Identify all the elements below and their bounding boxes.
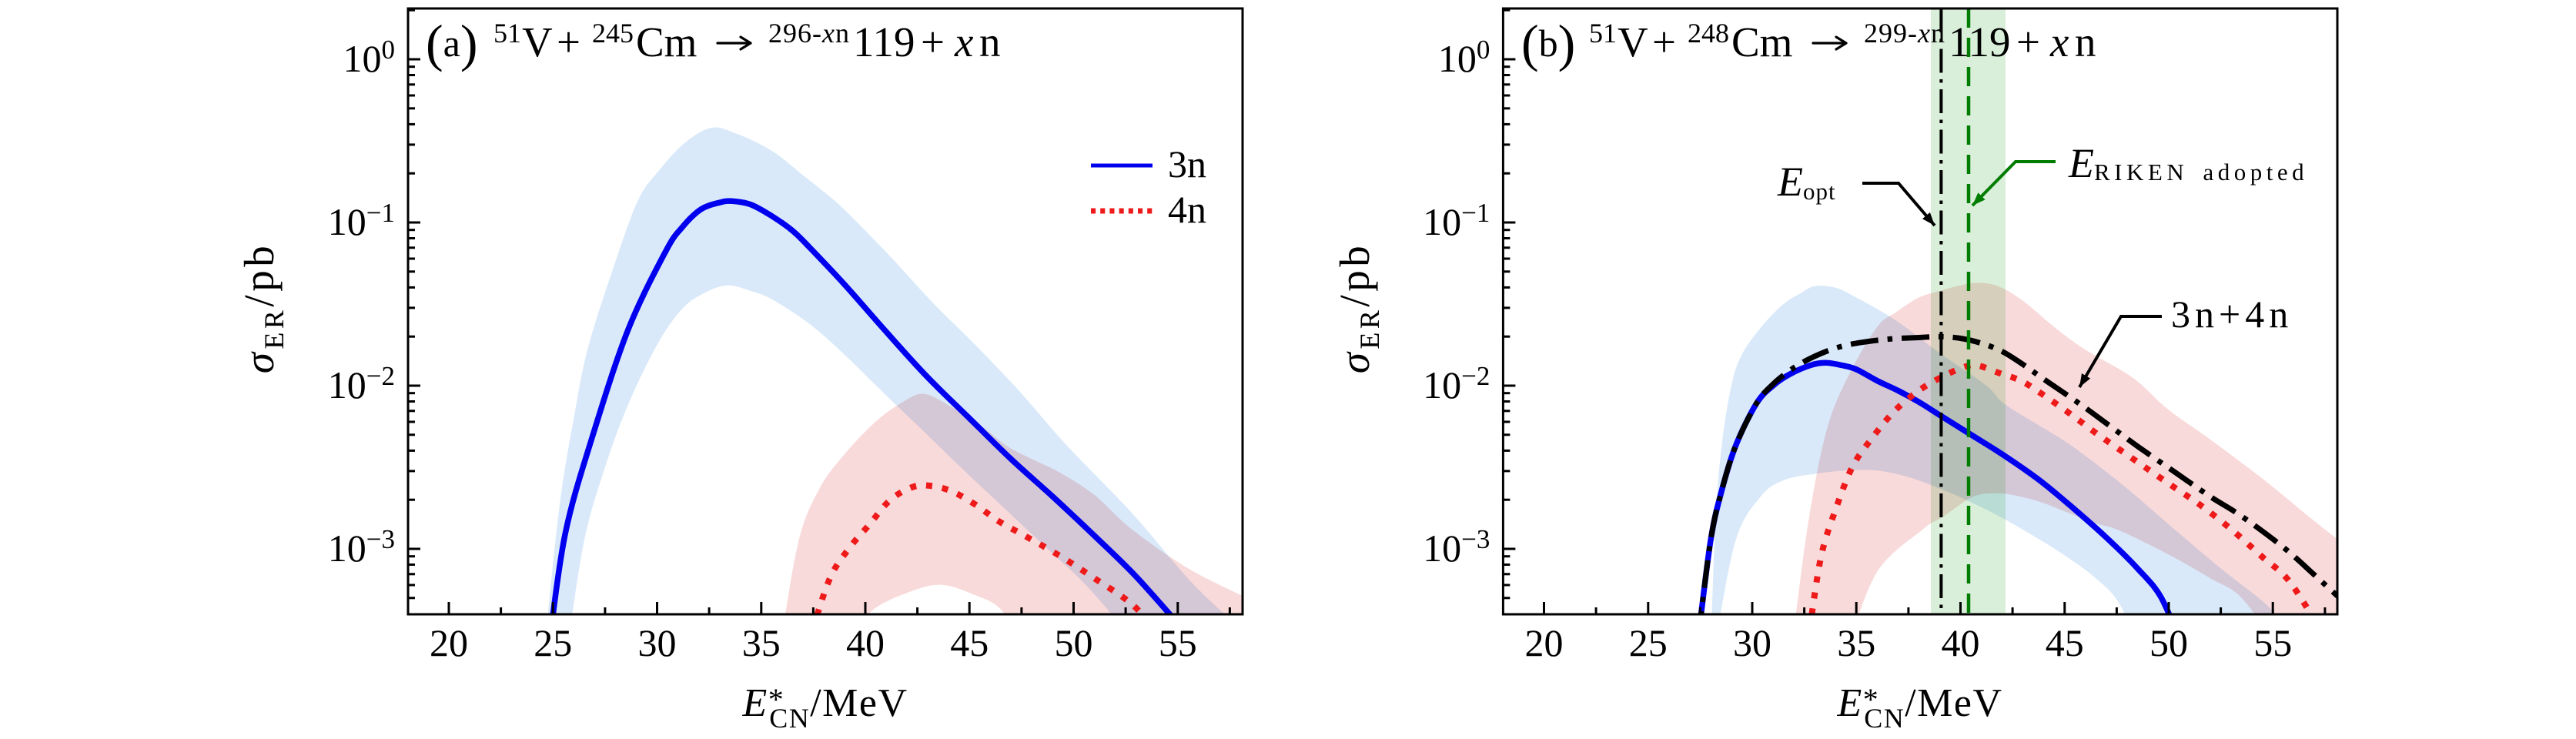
svg-text:Eopt: Eopt (1777, 159, 1836, 205)
svg-text:20: 20 (430, 621, 468, 664)
svg-text:+: + (1652, 18, 1676, 65)
svg-text:245: 245 (592, 18, 634, 48)
svg-text:n: n (979, 18, 1001, 65)
svg-text:55: 55 (1159, 621, 1197, 664)
svg-text:25: 25 (534, 621, 572, 664)
svg-text:35: 35 (742, 621, 781, 664)
svg-text:55: 55 (2253, 621, 2292, 664)
svg-text:51: 51 (1589, 18, 1617, 48)
svg-text:10−3: 10−3 (328, 524, 395, 570)
svg-text:V: V (1618, 18, 1648, 65)
svg-text:30: 30 (638, 621, 677, 664)
svg-text:45: 45 (2046, 621, 2084, 664)
svg-text:σER/pb: σER/pb (236, 242, 289, 373)
svg-text:3n: 3n (1168, 142, 1206, 186)
svg-text:+: + (557, 18, 580, 65)
svg-text:248: 248 (1688, 18, 1729, 48)
svg-text:ERIKEN adopted: ERIKEN adopted (2068, 140, 2308, 186)
svg-text:35: 35 (1837, 621, 1875, 664)
svg-text:30: 30 (1733, 621, 1771, 664)
svg-text:119: 119 (1949, 18, 2010, 65)
svg-text:E*CN/MeV: E* CN/MeV (1836, 681, 2002, 734)
svg-text:3n+4n: 3n+4n (2171, 293, 2293, 336)
svg-text:(a): (a) (426, 14, 478, 72)
svg-text:σER/pb: σER/pb (1331, 242, 1385, 373)
svg-text:Cm: Cm (1731, 18, 1792, 65)
svg-text:E*CN/MeV: E* CN/MeV (741, 681, 908, 734)
svg-text:45: 45 (950, 621, 989, 664)
svg-text:40: 40 (846, 621, 885, 664)
svg-text:n: n (2075, 18, 2096, 65)
svg-text:299-xn: 299-xn (1864, 18, 1945, 48)
svg-text:25: 25 (1629, 621, 1668, 664)
svg-text:51: 51 (493, 18, 521, 48)
svg-text:296-xn: 296-xn (768, 18, 850, 48)
svg-text:119: 119 (853, 18, 915, 65)
svg-text:50: 50 (2149, 621, 2188, 664)
svg-text:4n: 4n (1168, 188, 1206, 231)
svg-text:x: x (954, 18, 974, 65)
svg-text:V: V (522, 18, 553, 65)
svg-text:Cm: Cm (636, 18, 697, 65)
svg-text:x: x (2049, 18, 2069, 65)
svg-text:+: + (2016, 18, 2040, 65)
svg-text:40: 40 (1942, 621, 1980, 664)
svg-text:50: 50 (1055, 621, 1093, 664)
svg-text:+: + (921, 18, 945, 65)
svg-text:20: 20 (1525, 621, 1564, 664)
svg-text:(b): (b) (1521, 14, 1575, 72)
